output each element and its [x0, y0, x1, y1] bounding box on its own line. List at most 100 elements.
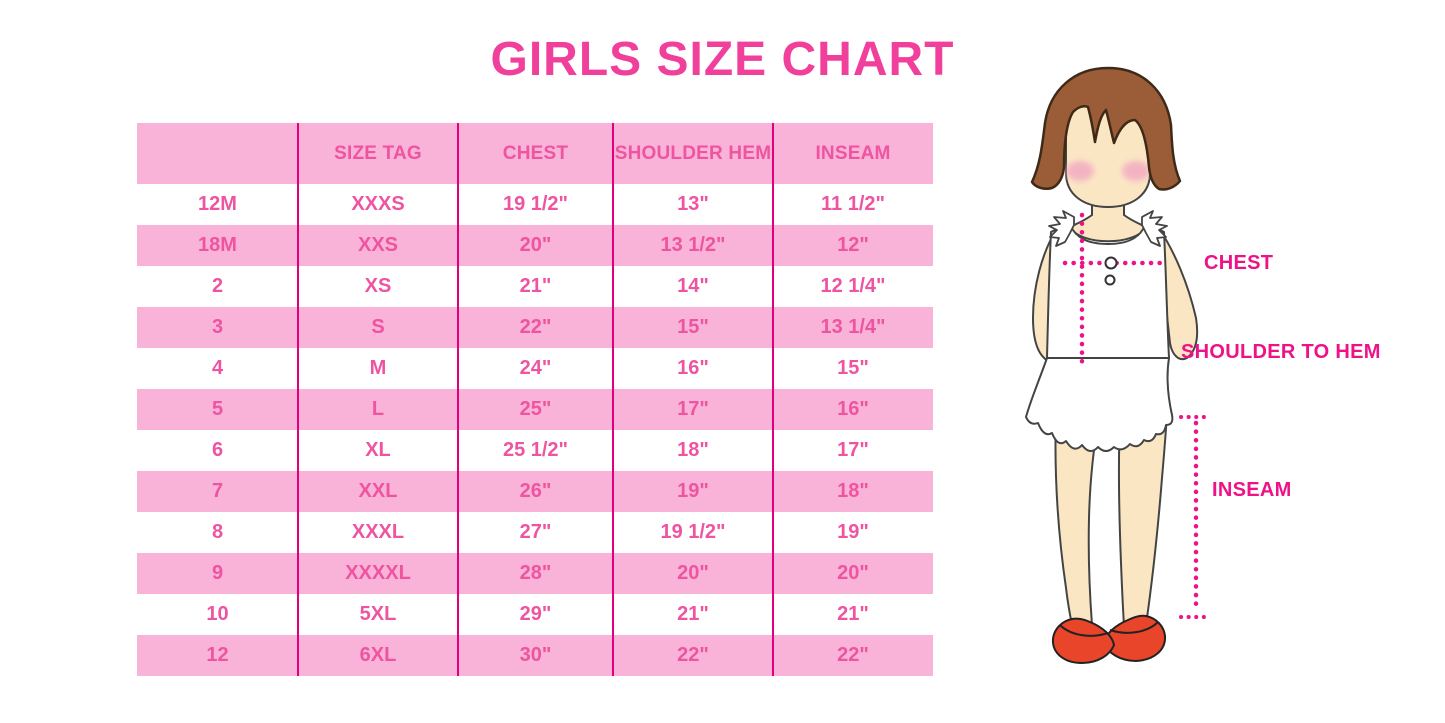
table-cell: 13 1/2": [660, 234, 726, 256]
table-cell: 21": [677, 603, 709, 625]
table-cell: L: [371, 398, 385, 420]
table-cell: 30": [519, 644, 552, 666]
shoe-right: [1102, 614, 1167, 663]
table-cell: 4: [211, 357, 224, 379]
table-cell: 16": [677, 357, 709, 379]
table-row: 5 L 25" 17" 16": [137, 389, 933, 430]
table-cell: XXS: [357, 234, 399, 256]
table-cell: 12: [206, 644, 229, 666]
column-divider: [612, 123, 614, 676]
skirt-shape: [1025, 357, 1174, 452]
table-row: 10 5XL 29" 21" 21": [137, 594, 933, 635]
table-cell: 20": [519, 234, 552, 256]
table-cell: 16": [837, 398, 869, 420]
girl-illustration: [1025, 66, 1213, 665]
column-divider: [772, 123, 774, 676]
table-cell: 26": [519, 480, 552, 502]
table-row: 7 XXL 26" 19" 18": [137, 471, 933, 512]
ruffle-left: [1048, 210, 1075, 247]
column-divider: [457, 123, 459, 676]
table-cell: 22": [519, 316, 552, 338]
table-cell: 9: [211, 562, 224, 584]
shoe-right-strap: [1109, 621, 1159, 634]
table-cell: 13": [677, 193, 709, 215]
table-cell: 19": [837, 521, 869, 543]
table-cell: 18": [837, 480, 869, 502]
table-cell: 27": [519, 521, 552, 543]
table-cell: 28": [519, 562, 552, 584]
table-cell: S: [371, 316, 385, 338]
chest-label: CHEST: [1204, 252, 1274, 274]
table-cell: 21": [519, 275, 552, 297]
table-cell: 25": [519, 398, 552, 420]
table-cell: 19 1/2": [660, 521, 726, 543]
table-cell: 20": [837, 562, 869, 584]
table-cell: 6: [211, 439, 224, 461]
inseam-label: INSEAM: [1212, 479, 1292, 501]
table-cell: 14": [677, 275, 709, 297]
table-row: 2 XS 21" 14" 12 1/4": [137, 266, 933, 307]
ruffle-right: [1141, 210, 1168, 247]
table-cell: M: [369, 357, 387, 379]
page-title: GIRLS SIZE CHART: [490, 33, 955, 86]
blush-right: [1122, 161, 1150, 181]
table-cell: XS: [364, 275, 392, 297]
table-header-row: SIZE TAG CHEST SHOULDER HEM INSEAM: [137, 123, 933, 184]
table-cell: 19 1/2": [502, 193, 569, 215]
measurement-figure: CHEST SHOULDER TO HEM INSEAM: [1000, 63, 1445, 723]
table-cell: 24": [519, 357, 552, 379]
header-cell: SIZE TAG: [334, 143, 422, 164]
table-cell: 6XL: [359, 644, 397, 666]
shoe-left: [1051, 617, 1116, 665]
table-row: 12 6XL 30" 22" 22": [137, 635, 933, 676]
table-cell: 12M: [198, 193, 237, 215]
table-cell: 8: [211, 521, 224, 543]
button-bottom: [1104, 274, 1116, 286]
table-row: 9 XXXXL 28" 20" 20": [137, 553, 933, 594]
table-cell: XXXL: [351, 521, 405, 543]
table-cell: 7: [211, 480, 224, 502]
header-cell: [137, 123, 298, 184]
table-cell: XXXXL: [345, 562, 411, 584]
table-cell: 19": [677, 480, 709, 502]
table-cell: XL: [365, 439, 391, 461]
table-cell: 10: [206, 603, 229, 625]
table-cell: 2: [211, 275, 224, 297]
table-row: 8 XXXL 27" 19 1/2" 19": [137, 512, 933, 553]
table-cell: 5XL: [359, 603, 397, 625]
table-cell: 13 1/4": [820, 316, 886, 338]
shoulder-to-hem-label: SHOULDER TO HEM: [1181, 341, 1381, 363]
table-cell: 3: [211, 316, 224, 338]
header-cell: INSEAM: [815, 143, 891, 164]
table-cell: 12 1/4": [820, 275, 886, 297]
table-cell: 18M: [198, 234, 237, 256]
table-row: 18M XXS 20" 13 1/2" 12": [137, 225, 933, 266]
header-cell: CHEST: [502, 143, 569, 164]
table-cell: XXL: [358, 480, 398, 502]
table-row: 4 M 24" 16" 15": [137, 348, 933, 389]
size-chart-table: SIZE TAG CHEST SHOULDER HEM INSEAM 12M XXXS 19…: [137, 123, 933, 676]
table-cell: 25 1/2": [502, 439, 569, 461]
table-cell: 21": [837, 603, 869, 625]
table-cell: 15": [837, 357, 869, 379]
table-cell: XXXS: [351, 193, 405, 215]
table-row: 6 XL 25 1/2" 18" 17": [137, 430, 933, 471]
table-cell: 12": [837, 234, 869, 256]
header-cell: SHOULDER HEM: [614, 143, 772, 164]
column-divider: [297, 123, 299, 676]
top-shape: [1046, 224, 1170, 359]
table-row: 12M XXXS 19 1/2" 13" 11 1/2": [137, 184, 933, 225]
table-cell: 22": [677, 644, 709, 666]
blush-left: [1066, 161, 1094, 181]
table-cell: 22": [837, 644, 869, 666]
table-cell: 11 1/2": [821, 193, 885, 215]
table-cell: 20": [677, 562, 709, 584]
shoe-left-strap: [1059, 624, 1109, 637]
table-row: 3 S 22" 15" 13 1/4": [137, 307, 933, 348]
table-cell: 17": [837, 439, 869, 461]
table-cell: 15": [677, 316, 709, 338]
table-cell: 18": [677, 439, 709, 461]
table-cell: 5: [211, 398, 224, 420]
table-cell: 29": [519, 603, 552, 625]
